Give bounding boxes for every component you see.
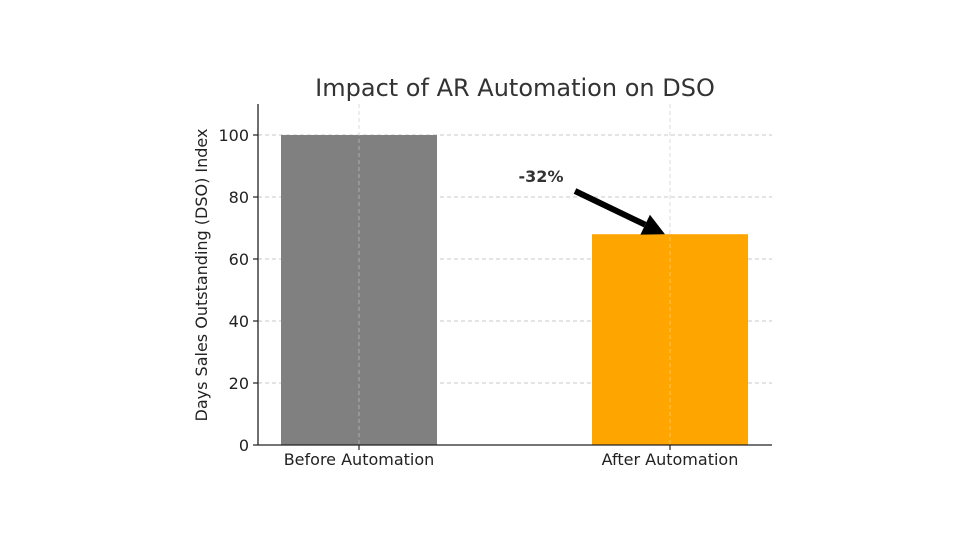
- x-tick-label: Before Automation: [284, 450, 435, 469]
- bars: [281, 104, 748, 445]
- y-tick-label: 80: [229, 188, 249, 207]
- chart-title: Impact of AR Automation on DSO: [315, 74, 715, 102]
- y-tick-label: 40: [229, 312, 249, 331]
- annotation-label: -32%: [519, 167, 564, 186]
- y-tick-label: 100: [218, 126, 249, 145]
- annotation-arrow-shaft: [573, 188, 647, 228]
- annotation: -32%: [519, 167, 665, 235]
- annotation-arrow-head: [640, 214, 665, 235]
- axes: [253, 104, 772, 450]
- y-tick-label: 0: [239, 436, 249, 455]
- bar-before-automation: [281, 135, 437, 445]
- x-tick-label: After Automation: [602, 450, 739, 469]
- bar-after-automation: [592, 234, 748, 445]
- tick-labels: 0 20 40 60 80 100 Before Automation After Autom…: [218, 126, 738, 469]
- y-tick-label: 20: [229, 374, 249, 393]
- y-tick-label: 60: [229, 250, 249, 269]
- y-axis-label: Days Sales Outstanding (DSO) Index: [192, 129, 211, 422]
